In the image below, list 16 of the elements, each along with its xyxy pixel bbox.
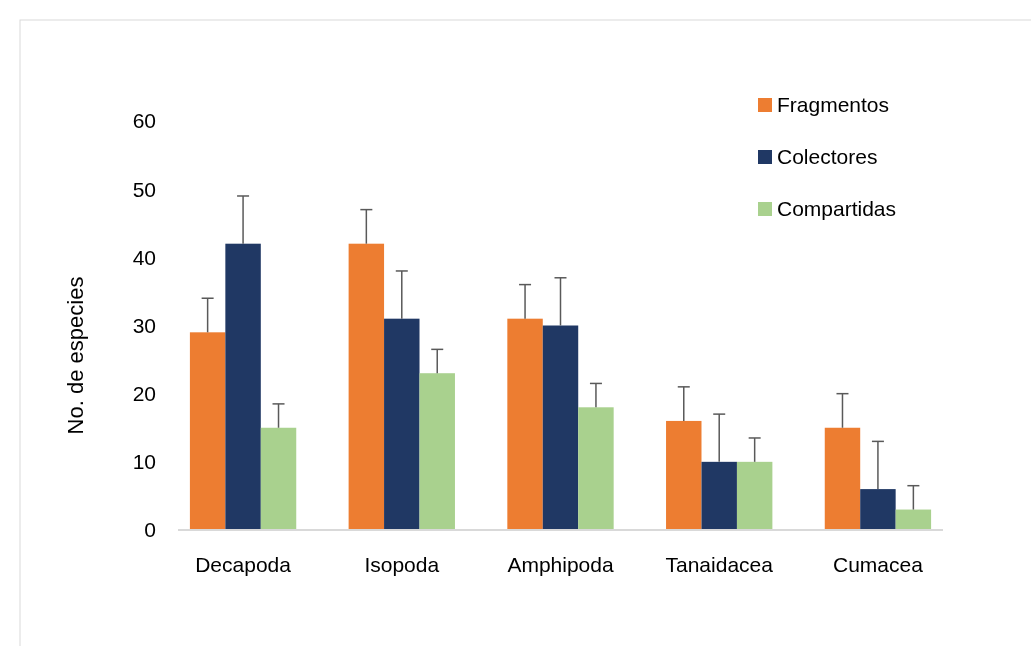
x-tick-label: Tanaidacea <box>665 553 774 576</box>
y-tick-label: 30 <box>132 313 156 337</box>
y-tick-label: 0 <box>144 518 156 542</box>
y-tick-label: 40 <box>132 245 156 269</box>
y-tick-label: 20 <box>132 382 156 406</box>
y-axis-title: No. de especies <box>63 276 88 435</box>
x-tick-label: Amphipoda <box>507 553 614 576</box>
y-tick-label: 60 <box>132 109 156 133</box>
y-tick-label: 10 <box>132 450 156 474</box>
x-tick-label: Isopoda <box>364 553 440 576</box>
x-tick-label: Cumacea <box>832 553 924 576</box>
legend-label: Colectores <box>777 145 878 169</box>
x-tick-label: Decapoda <box>195 553 292 576</box>
y-tick-label: 50 <box>132 177 156 201</box>
legend-label: Compartidas <box>777 197 897 221</box>
legend-label: Fragmentos <box>777 93 890 117</box>
